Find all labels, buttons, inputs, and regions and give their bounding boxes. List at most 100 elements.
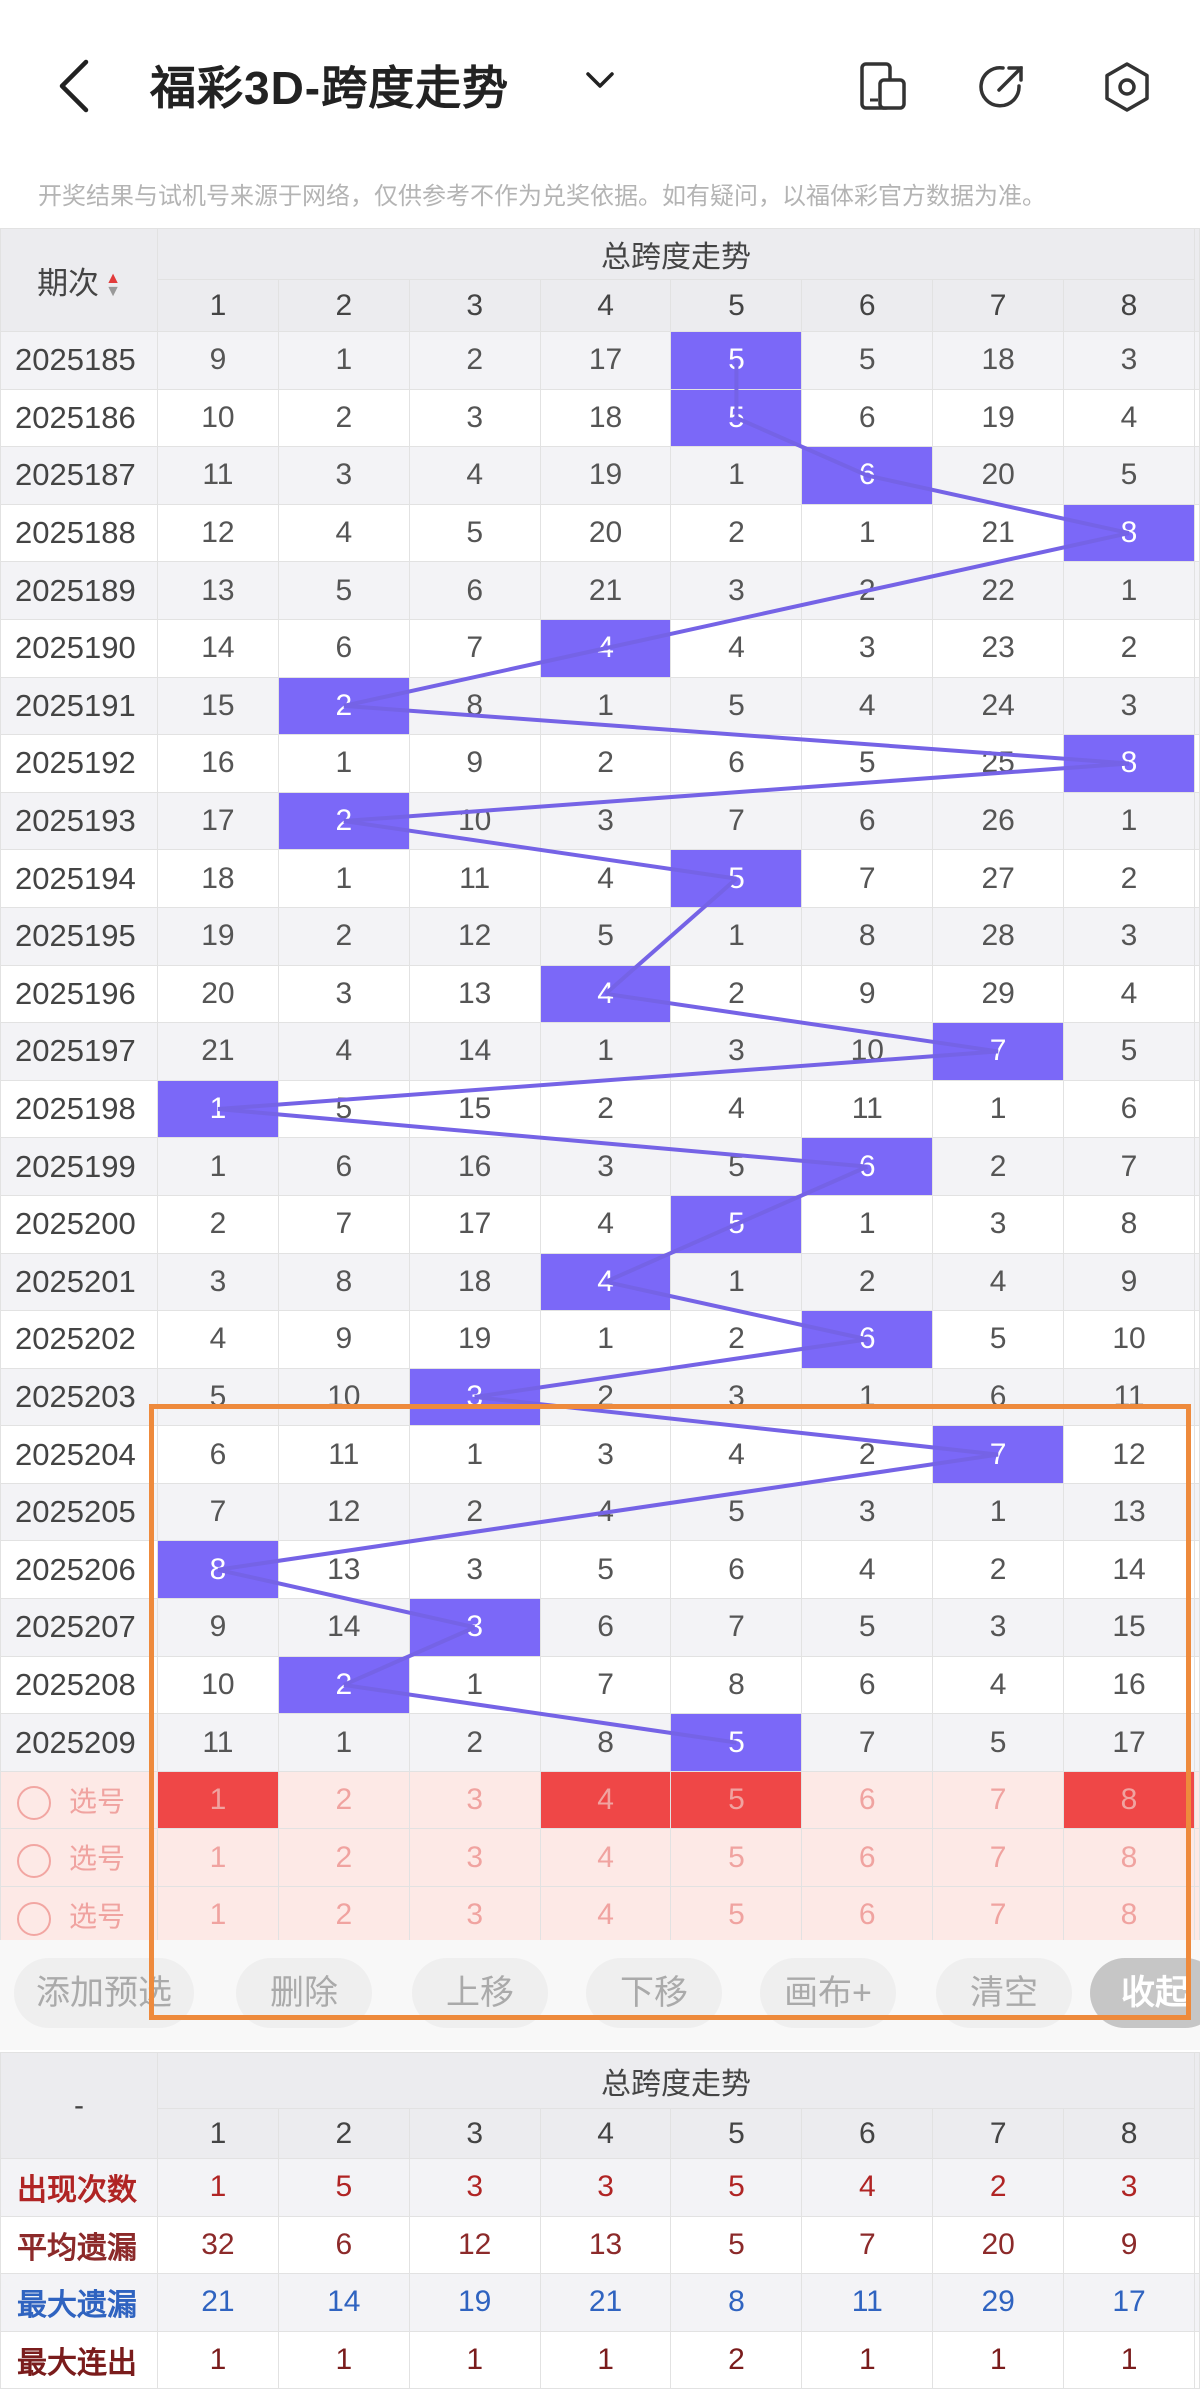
- miss-cell: 5: [539, 906, 672, 966]
- collapse-button[interactable]: 收起: [1090, 1958, 1200, 2028]
- period-cell: 2025206: [0, 1540, 158, 1600]
- miss-cell: 1: [539, 1022, 672, 1081]
- spacer-cell: [1193, 1655, 1200, 1715]
- settings-icon[interactable]: [1100, 60, 1154, 114]
- miss-cell: 1: [801, 1367, 934, 1427]
- period-cell: 2025189: [0, 561, 158, 620]
- hit-cell: 8: [156, 1540, 279, 1600]
- period-cell: 2025194: [0, 849, 158, 908]
- pick-cell[interactable]: 1: [156, 1828, 279, 1888]
- miss-cell: 6: [670, 734, 803, 793]
- pick-row: 选号 1 2 3 4 5 6 7 8: [0, 1886, 1200, 1945]
- spacer-cell: [1193, 1310, 1200, 1369]
- stats-value: 1: [1063, 2330, 1195, 2389]
- pick-cell[interactable]: 8: [1063, 1886, 1195, 1945]
- group-header: 总跨度走势: [156, 228, 1195, 280]
- radio-circle-icon[interactable]: [17, 1786, 51, 1821]
- stats-column-header: 4: [539, 2108, 672, 2159]
- miss-cell: 3: [801, 618, 934, 678]
- clear-button[interactable]: 清空: [936, 1958, 1072, 2028]
- pick-cell[interactable]: 5: [670, 1886, 803, 1945]
- pick-cell[interactable]: 6: [801, 1828, 934, 1888]
- stats-value: 12: [408, 2215, 541, 2275]
- miss-cell: 8: [670, 1655, 803, 1715]
- pick-cell[interactable]: 2: [277, 1886, 410, 1945]
- pick-row-label[interactable]: 选号: [0, 1828, 158, 1888]
- pick-cell[interactable]: 5: [670, 1828, 803, 1888]
- pick-cell-selected[interactable]: 4: [539, 1770, 672, 1830]
- radio-circle-icon[interactable]: [17, 1844, 51, 1879]
- chevron-down-icon[interactable]: [582, 66, 618, 94]
- pick-cell[interactable]: 4: [539, 1886, 672, 1945]
- miss-cell: 5: [1063, 446, 1195, 505]
- sort-icon[interactable]: ▲ ▼: [105, 270, 121, 301]
- period-cell: 2025197: [0, 1022, 158, 1081]
- stats-row: 平均遗漏 32 6 12 13 5 7 20 9: [0, 2215, 1200, 2275]
- stats-value: 20: [932, 2215, 1065, 2275]
- table-row: 2025196 20 3 13 4 2 9 29 4: [0, 964, 1200, 1024]
- spacer-cell: [1193, 1770, 1200, 1830]
- pick-cell[interactable]: 6: [801, 1770, 934, 1830]
- miss-cell: 9: [156, 1598, 279, 1657]
- pick-row-label[interactable]: 选号: [0, 1886, 158, 1945]
- pick-cell[interactable]: 4: [539, 1828, 672, 1888]
- pick-cell[interactable]: 6: [801, 1886, 934, 1945]
- hit-cell: 8: [1063, 734, 1195, 793]
- page-title[interactable]: 福彩3D-跨度走势: [150, 62, 510, 114]
- pick-cell[interactable]: 1: [156, 1886, 279, 1945]
- delete-button[interactable]: 删除: [236, 1958, 372, 2028]
- pick-cell[interactable]: 8: [1063, 1828, 1195, 1888]
- miss-cell: 19: [156, 906, 279, 966]
- period-header[interactable]: 期次 ▲ ▼: [0, 228, 158, 332]
- pick-cell[interactable]: 3: [408, 1828, 541, 1888]
- pick-cell[interactable]: 7: [932, 1886, 1065, 1945]
- miss-cell: 1: [277, 849, 410, 908]
- pick-cell-selected[interactable]: 8: [1063, 1770, 1195, 1830]
- share-icon[interactable]: [975, 60, 1029, 114]
- table-row: 2025200 2 7 17 4 5 1 3 8: [0, 1194, 1200, 1254]
- miss-cell: 7: [1063, 1137, 1195, 1196]
- miss-cell: 1: [670, 446, 803, 505]
- miss-cell: 3: [277, 446, 410, 505]
- miss-cell: 9: [156, 331, 279, 390]
- move-down-button[interactable]: 下移: [586, 1958, 722, 2028]
- miss-cell: 4: [408, 446, 541, 505]
- pick-cell[interactable]: 3: [408, 1770, 541, 1830]
- pick-row: 选号 1 2 3 4 5 6 7 8: [0, 1828, 1200, 1888]
- miss-cell: 6: [932, 1367, 1065, 1427]
- pick-cell[interactable]: 2: [277, 1770, 410, 1830]
- stats-value: 5: [670, 2158, 803, 2217]
- pick-cell-selected[interactable]: 5: [670, 1770, 803, 1830]
- miss-cell: 7: [408, 618, 541, 678]
- miss-cell: 10: [156, 1655, 279, 1715]
- miss-cell: 5: [408, 503, 541, 563]
- stats-column-header: 3: [408, 2108, 541, 2159]
- spacer-cell: [1193, 1079, 1200, 1139]
- table-row: 2025187 11 3 4 19 1 6 20 5: [0, 446, 1200, 505]
- miss-cell: 6: [156, 1425, 279, 1484]
- pick-cell[interactable]: 3: [408, 1886, 541, 1945]
- period-cell: 2025193: [0, 791, 158, 851]
- pick-cell-selected[interactable]: 1: [156, 1770, 279, 1830]
- miss-cell: 20: [539, 503, 672, 563]
- miss-cell: 28: [932, 906, 1065, 966]
- pick-cell[interactable]: 7: [932, 1828, 1065, 1888]
- miss-cell: 2: [670, 1310, 803, 1369]
- pick-cell[interactable]: 2: [277, 1828, 410, 1888]
- pick-cell[interactable]: 7: [932, 1770, 1065, 1830]
- stats-value: 2: [932, 2158, 1065, 2217]
- period-cell: 2025192: [0, 734, 158, 793]
- canvas-plus-button[interactable]: 画布+: [760, 1958, 896, 2028]
- miss-cell: 1: [156, 1137, 279, 1196]
- miss-cell: 7: [801, 1713, 934, 1772]
- add-preselect-button[interactable]: 添加预选: [14, 1958, 194, 2028]
- pick-row-label[interactable]: 选号: [0, 1770, 158, 1830]
- radio-circle-icon[interactable]: [17, 1901, 51, 1936]
- phone-layout-icon[interactable]: [856, 60, 910, 114]
- miss-cell: 12: [277, 1482, 410, 1542]
- miss-cell: 21: [932, 503, 1065, 563]
- back-icon[interactable]: [52, 56, 96, 116]
- stats-value: 1: [277, 2330, 410, 2389]
- table-row: 2025189 13 5 6 21 3 2 22 1: [0, 561, 1200, 620]
- move-up-button[interactable]: 上移: [412, 1958, 548, 2028]
